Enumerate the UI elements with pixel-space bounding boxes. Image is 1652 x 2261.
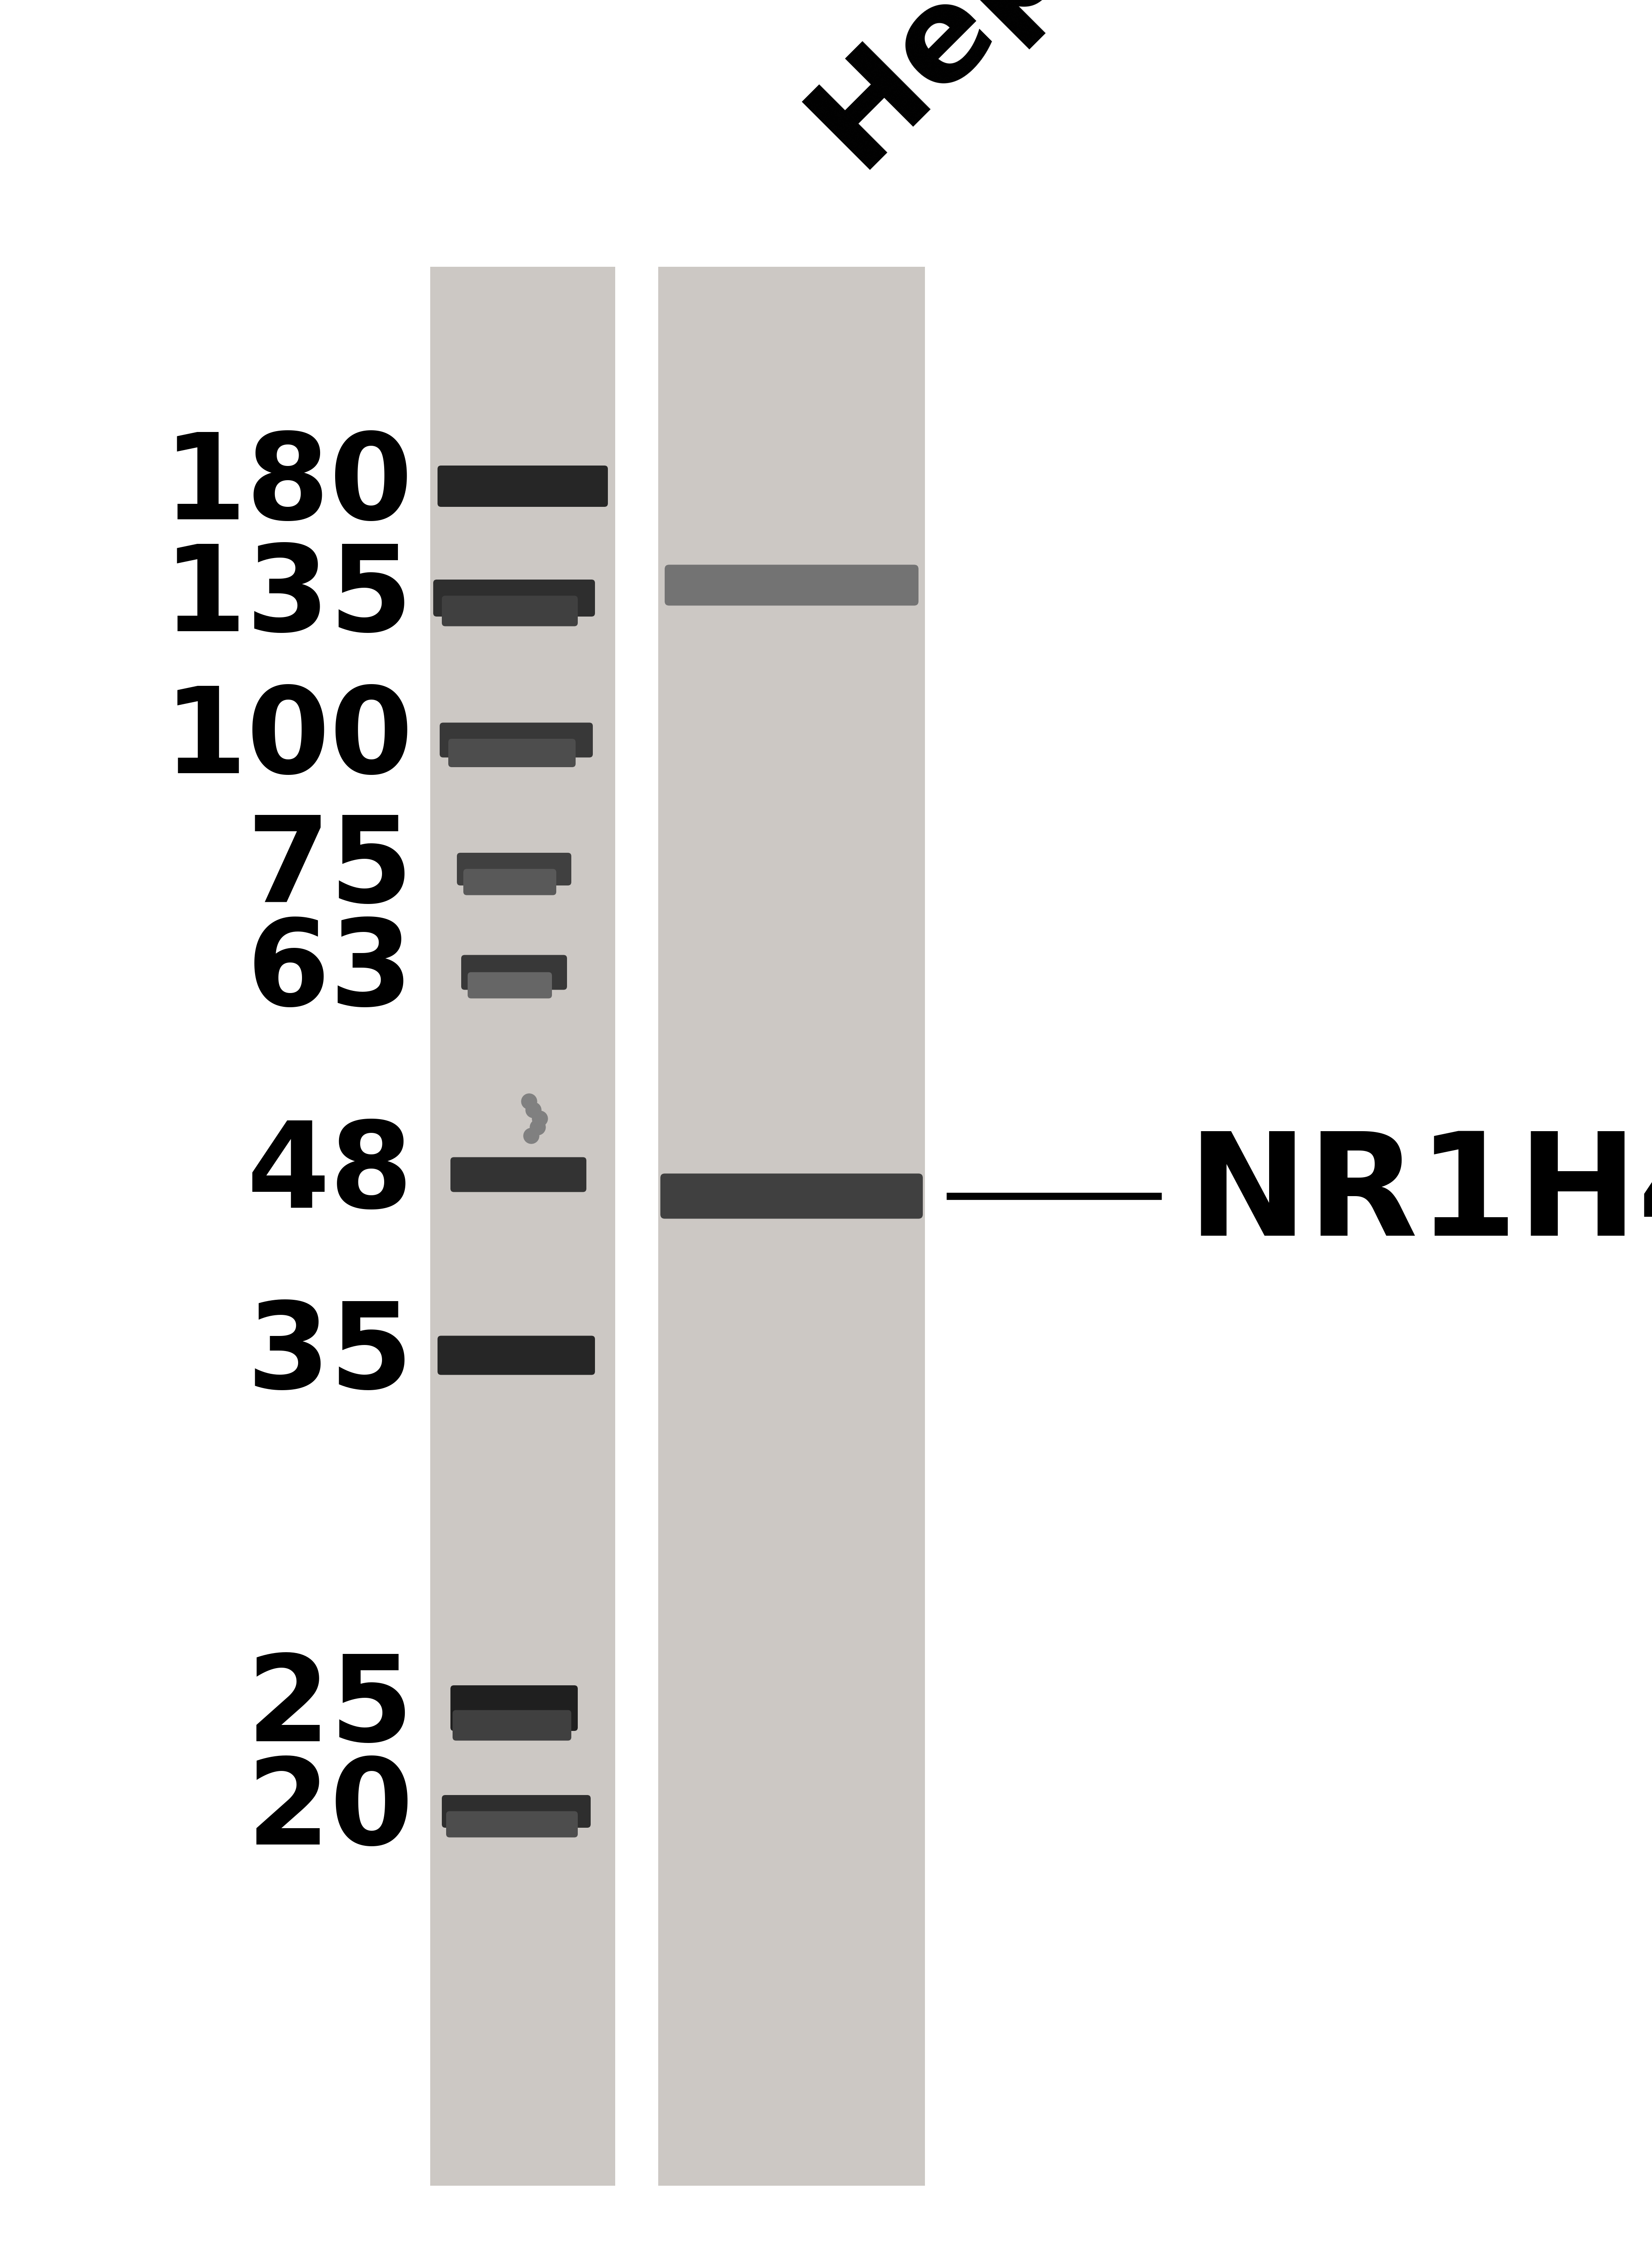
FancyBboxPatch shape bbox=[463, 868, 557, 895]
Circle shape bbox=[530, 1119, 545, 1135]
FancyBboxPatch shape bbox=[433, 579, 595, 617]
Circle shape bbox=[525, 1103, 542, 1117]
Circle shape bbox=[524, 1128, 539, 1144]
FancyBboxPatch shape bbox=[441, 1795, 591, 1827]
FancyBboxPatch shape bbox=[438, 1336, 595, 1375]
Text: 100: 100 bbox=[164, 683, 413, 798]
Text: 20: 20 bbox=[246, 1752, 413, 1870]
FancyBboxPatch shape bbox=[438, 466, 608, 506]
Text: 75: 75 bbox=[246, 812, 413, 927]
FancyBboxPatch shape bbox=[468, 972, 552, 999]
FancyBboxPatch shape bbox=[439, 724, 593, 757]
FancyBboxPatch shape bbox=[461, 954, 567, 990]
Text: 135: 135 bbox=[164, 540, 413, 656]
Text: 63: 63 bbox=[246, 913, 413, 1031]
FancyBboxPatch shape bbox=[446, 1811, 578, 1838]
Bar bbox=[430, 267, 615, 2186]
FancyBboxPatch shape bbox=[448, 739, 575, 766]
FancyBboxPatch shape bbox=[664, 565, 919, 606]
FancyBboxPatch shape bbox=[451, 1158, 586, 1192]
Text: 35: 35 bbox=[246, 1298, 413, 1413]
FancyBboxPatch shape bbox=[451, 1684, 578, 1732]
Circle shape bbox=[532, 1110, 548, 1126]
Bar bbox=[657, 267, 925, 2186]
Text: 25: 25 bbox=[246, 1651, 413, 1766]
FancyBboxPatch shape bbox=[453, 1709, 572, 1741]
FancyBboxPatch shape bbox=[458, 852, 572, 886]
FancyBboxPatch shape bbox=[441, 595, 578, 626]
Text: HepG2: HepG2 bbox=[788, 0, 1226, 190]
Text: 180: 180 bbox=[164, 427, 413, 545]
Text: NR1H4: NR1H4 bbox=[1188, 1126, 1652, 1266]
Text: 48: 48 bbox=[246, 1117, 413, 1232]
Circle shape bbox=[522, 1094, 537, 1110]
FancyBboxPatch shape bbox=[661, 1173, 923, 1219]
